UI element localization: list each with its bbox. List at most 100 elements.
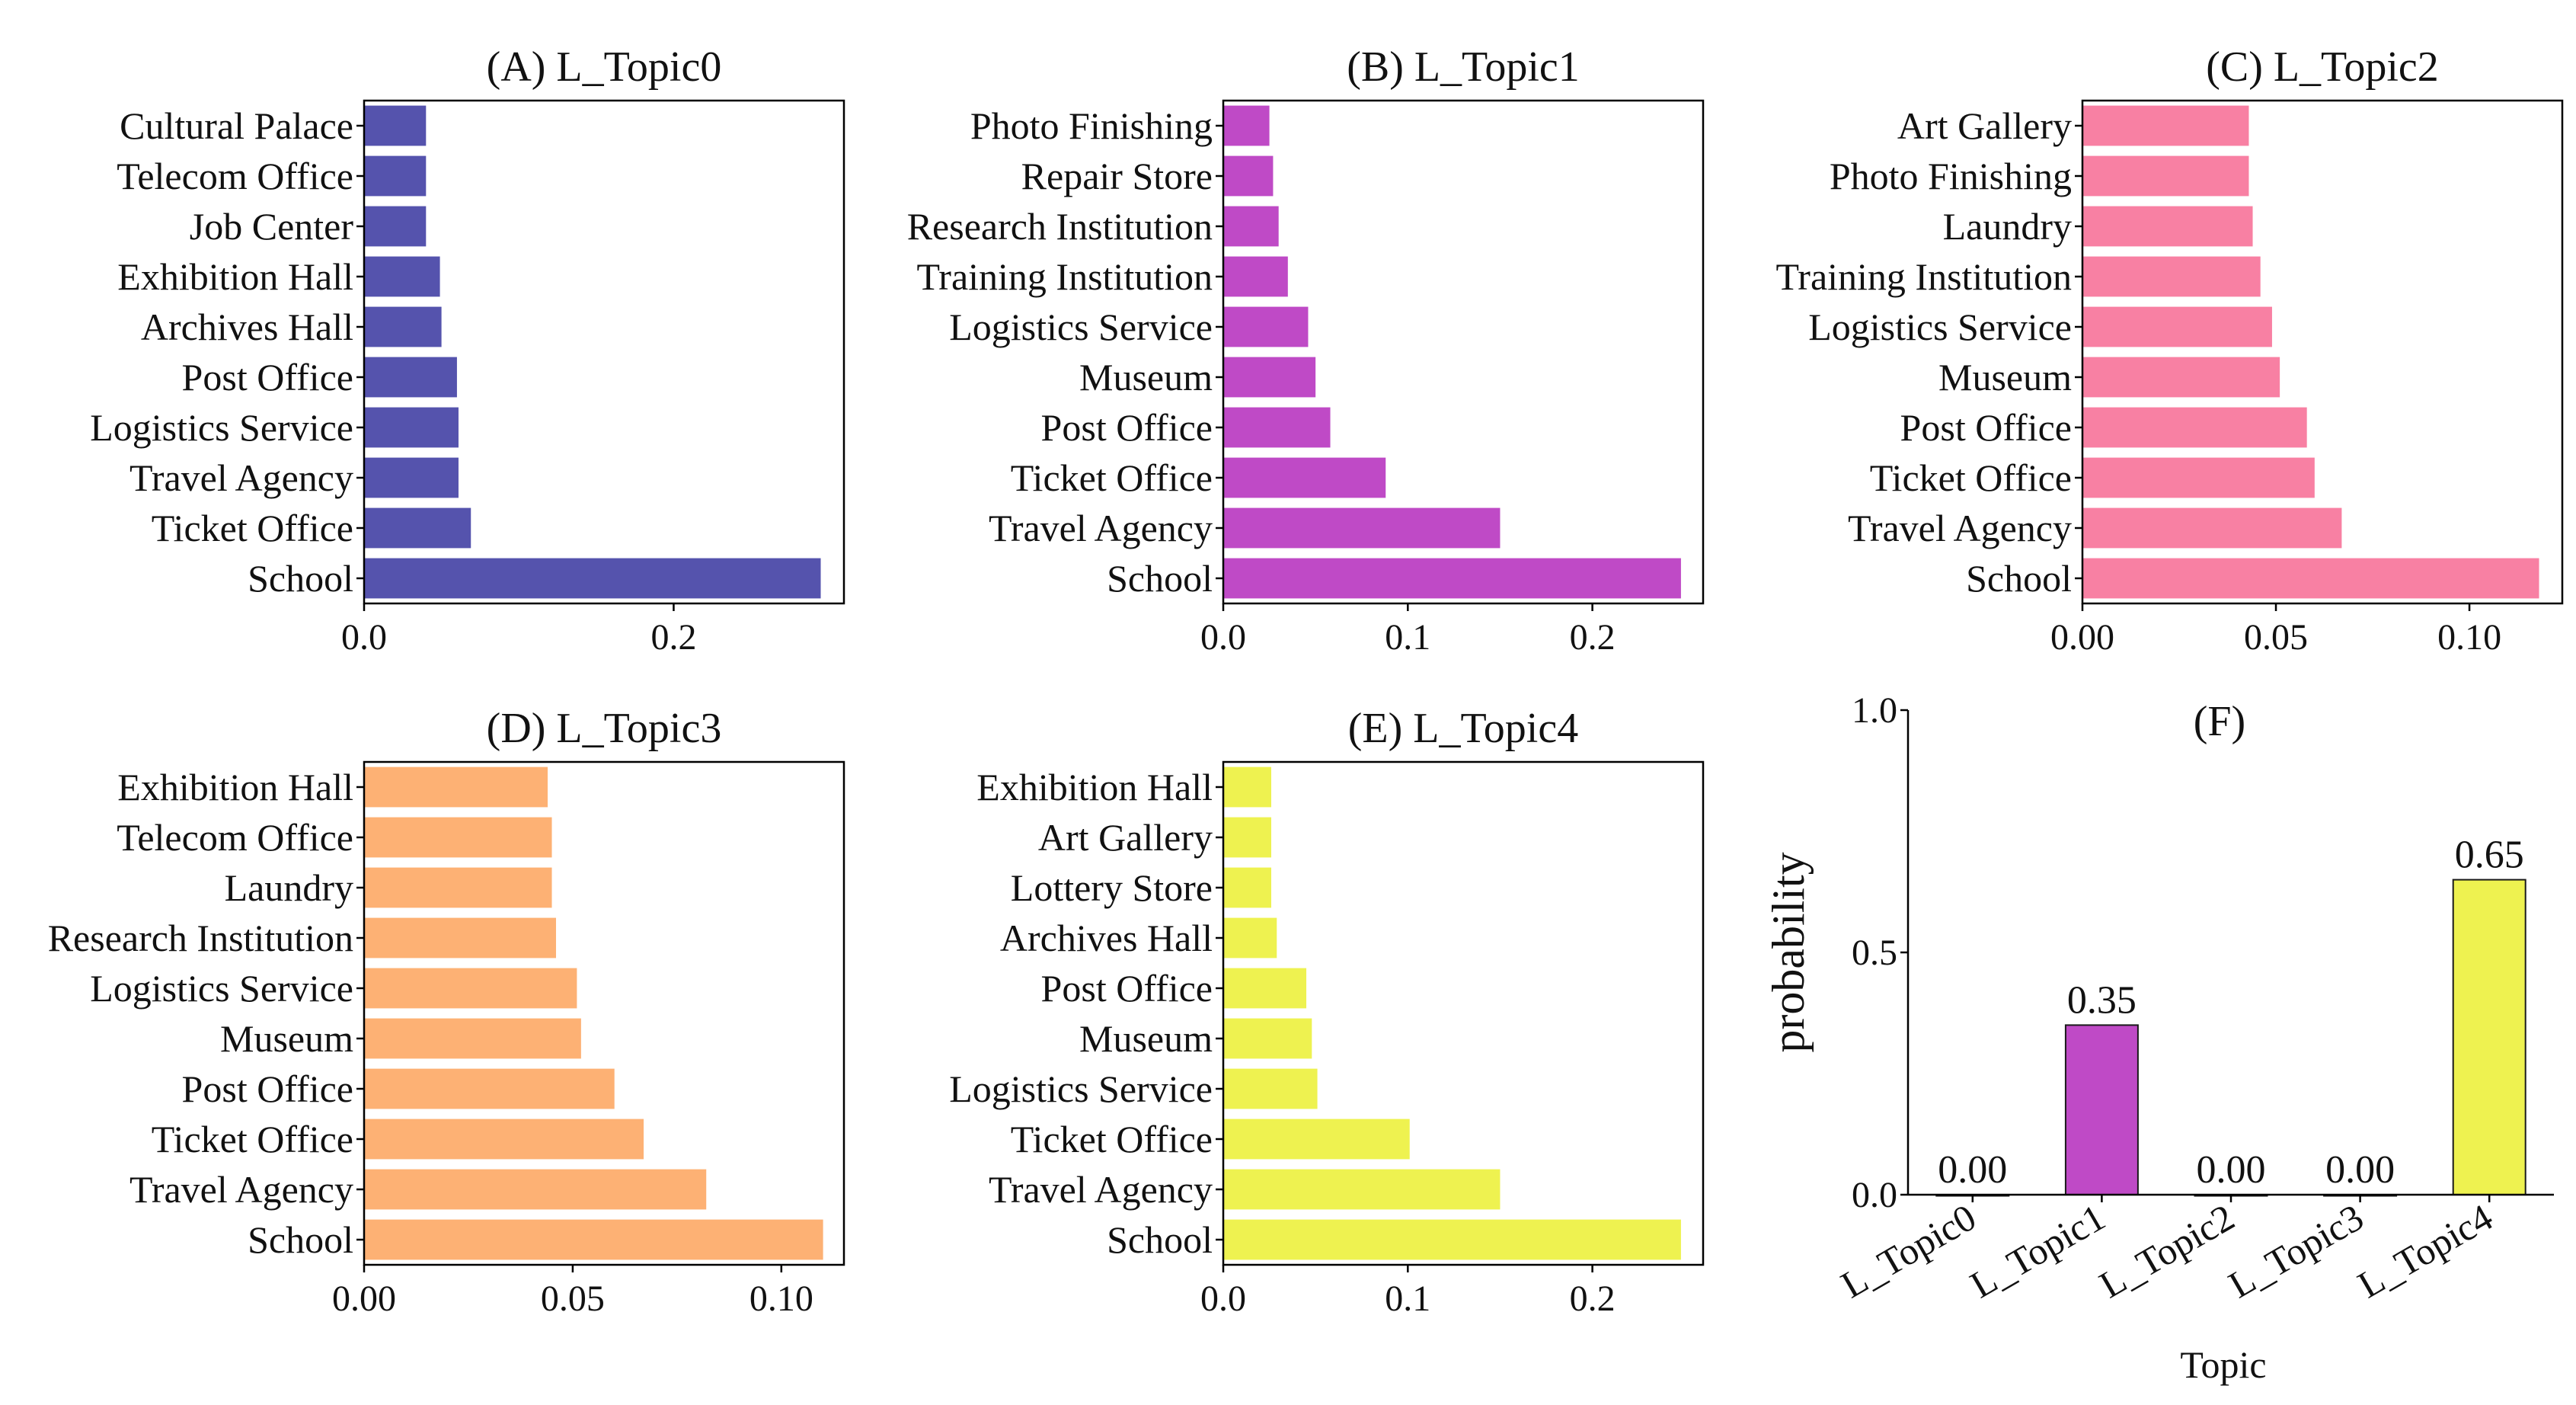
category-label: Exhibition Hall bbox=[117, 766, 353, 808]
category-label: Lottery Store bbox=[1011, 866, 1213, 909]
bar-ticket-office bbox=[2082, 457, 2315, 498]
category-label: Laundry bbox=[1943, 205, 2072, 248]
x-tick-label: 0.0 bbox=[1200, 1279, 1246, 1319]
panel-c: (C) L_Topic2 Art Gallery Photo Finishing La… bbox=[1776, 43, 2564, 658]
category-label: Photo Finishing bbox=[1830, 155, 2072, 197]
bar-logistics-service bbox=[1223, 1068, 1318, 1109]
category-label: Logistics Service bbox=[90, 406, 353, 449]
panel-title: (B) L_Topic1 bbox=[1347, 43, 1580, 91]
x-tick-label: 0.05 bbox=[541, 1279, 605, 1319]
plot-frame bbox=[363, 99, 845, 605]
y-tick-label: 1.0 bbox=[1852, 690, 1897, 731]
x-tick-label: 0.0 bbox=[341, 617, 387, 658]
bar-travel-agency bbox=[1223, 1169, 1501, 1210]
category-label: Exhibition Hall bbox=[976, 766, 1213, 808]
bar-cultural-palace bbox=[364, 105, 427, 146]
category-label: Post Office bbox=[182, 1067, 353, 1110]
category-label: Museum bbox=[1079, 356, 1213, 398]
bar-photo-finishing bbox=[2082, 155, 2249, 197]
bar-post-office bbox=[364, 1068, 615, 1109]
bar-art-gallery bbox=[2082, 105, 2249, 146]
bar-travel-agency bbox=[1223, 507, 1501, 549]
category-label: Art Gallery bbox=[1038, 816, 1213, 859]
x-tick-label: 0.10 bbox=[2437, 617, 2501, 658]
x-tick-label: 0.1 bbox=[1385, 617, 1430, 658]
bar-telecom-office bbox=[364, 817, 552, 858]
bar-logistics-service bbox=[1223, 306, 1309, 347]
category-label: Research Institution bbox=[48, 917, 353, 959]
bar-school bbox=[364, 1219, 823, 1260]
y-tick-label: 0.0 bbox=[1852, 1175, 1897, 1215]
x-tick-label: 0.10 bbox=[749, 1279, 813, 1319]
bar-museum bbox=[1223, 1018, 1312, 1059]
category-label: Travel Agency bbox=[1848, 507, 2072, 549]
category-label: Travel Agency bbox=[129, 456, 353, 499]
category-label: Training Institution bbox=[1776, 255, 2072, 298]
bar-post-office bbox=[364, 357, 457, 398]
category-label: Telecom Office bbox=[117, 155, 353, 197]
bar-exhibition-hall bbox=[364, 256, 440, 297]
y-axis-label: probability bbox=[1763, 852, 1814, 1052]
category-label: Cultural Palace bbox=[120, 104, 353, 147]
category-label: Travel Agency bbox=[129, 1168, 353, 1211]
category-label: Logistics Service bbox=[949, 306, 1213, 348]
plot-frame bbox=[363, 760, 845, 1266]
category-label: Post Office bbox=[182, 356, 353, 398]
category-label: Repair Store bbox=[1021, 155, 1213, 197]
data-label: 0.00 bbox=[2325, 1148, 2395, 1192]
category-label: Post Office bbox=[1900, 406, 2072, 449]
bar-museum bbox=[364, 1018, 581, 1059]
category-label: Exhibition Hall bbox=[117, 255, 353, 298]
bar-archives-hall bbox=[364, 306, 442, 347]
category-label: Research Institution bbox=[907, 205, 1213, 248]
bar-museum bbox=[1223, 357, 1316, 398]
data-label: 0.35 bbox=[2067, 978, 2137, 1022]
plot-frame bbox=[1222, 760, 1705, 1266]
bar-school bbox=[2082, 558, 2539, 599]
category-label: Ticket Office bbox=[1011, 456, 1213, 499]
category-label: School bbox=[248, 557, 353, 600]
bar-ticket-office bbox=[364, 1119, 644, 1160]
panel-f: (F)0.00L_Topic00.35L_Topic10.00L_Topic20… bbox=[1763, 690, 2554, 1386]
bar-research-institution bbox=[1223, 206, 1279, 247]
panel-d: (D) L_Topic3 Exhibition Hall Telecom Offic… bbox=[48, 705, 845, 1319]
bar-post-office bbox=[1223, 968, 1307, 1009]
x-tick-label: 0.2 bbox=[1570, 1279, 1616, 1319]
bar-laundry bbox=[2082, 206, 2253, 247]
category-label: Photo Finishing bbox=[970, 104, 1213, 147]
category-label: School bbox=[248, 1218, 353, 1261]
bar-job-center bbox=[364, 206, 427, 247]
panel-a: (A) L_Topic0 Cultural Palace Telecom Offic… bbox=[90, 43, 845, 658]
bar-repair-store bbox=[1223, 155, 1274, 197]
category-label: Museum bbox=[1079, 1017, 1213, 1060]
category-label: Archives Hall bbox=[141, 306, 353, 348]
bar-post-office bbox=[2082, 407, 2307, 448]
category-label: Ticket Office bbox=[152, 507, 353, 549]
x-tick-label: L_Topic2 bbox=[2092, 1195, 2242, 1306]
bar-logistics-service bbox=[364, 407, 459, 448]
panel-title: (A) L_Topic0 bbox=[487, 43, 722, 91]
category-label: School bbox=[1966, 557, 2072, 600]
bar-training-institution bbox=[2082, 256, 2261, 297]
category-label: Travel Agency bbox=[989, 507, 1213, 549]
bar-travel-agency bbox=[364, 457, 459, 498]
bar-l_topic4 bbox=[2452, 879, 2526, 1195]
panel-e: (E) L_Topic4 Exhibition Hall Art Gallery Lo… bbox=[949, 705, 1705, 1319]
data-label: 0.00 bbox=[2197, 1148, 2266, 1192]
bar-logistics-service bbox=[2082, 306, 2272, 347]
panel-title: (E) L_Topic4 bbox=[1348, 705, 1578, 752]
category-label: Ticket Office bbox=[1011, 1118, 1213, 1160]
category-label: Training Institution bbox=[917, 255, 1213, 298]
x-axis-label: Topic bbox=[2180, 1343, 2266, 1386]
x-tick-label: 0.2 bbox=[1570, 617, 1616, 658]
panel-title: (F) bbox=[2194, 698, 2245, 745]
bar-ticket-office bbox=[1223, 457, 1386, 498]
x-tick-label: L_Topic3 bbox=[2221, 1195, 2370, 1306]
bar-art-gallery bbox=[1223, 817, 1271, 858]
category-label: Job Center bbox=[190, 205, 354, 248]
bar-school bbox=[1223, 558, 1681, 599]
x-tick-label: L_Topic4 bbox=[2351, 1195, 2500, 1306]
x-tick-label: L_Topic1 bbox=[1963, 1195, 2112, 1306]
bar-research-institution bbox=[364, 917, 556, 959]
